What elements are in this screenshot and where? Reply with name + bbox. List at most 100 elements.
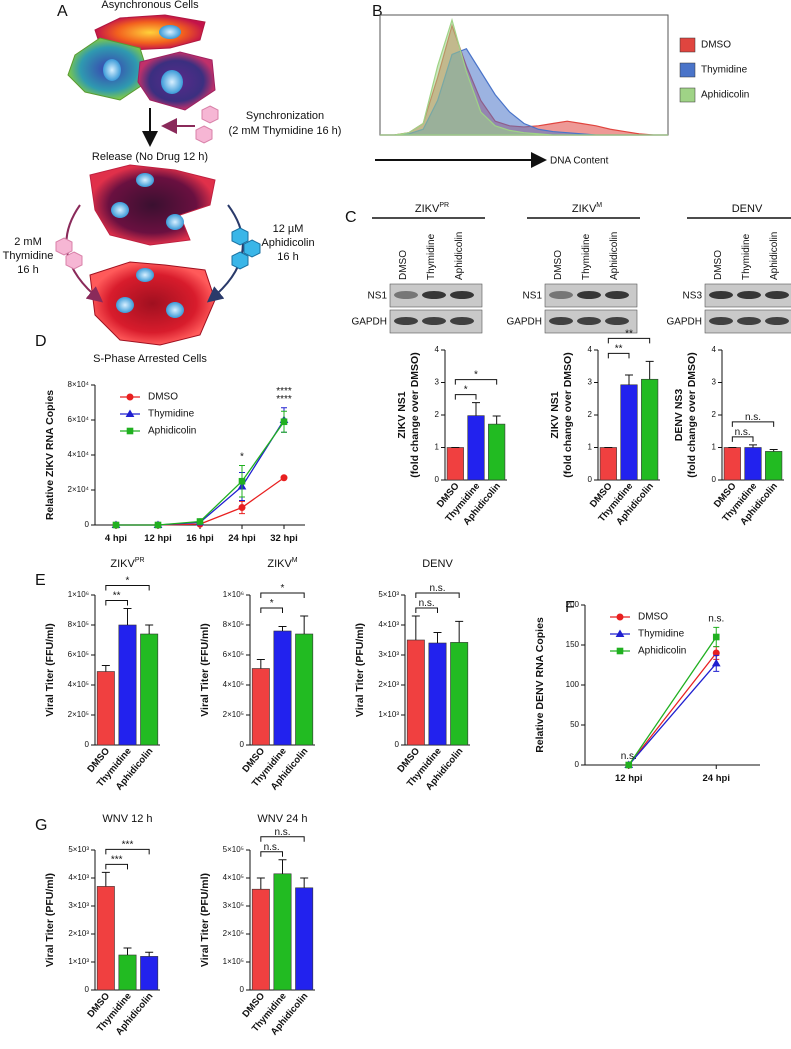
bar <box>723 447 741 481</box>
y-tick-label: 2 <box>435 410 440 419</box>
y-tick-label: 1 <box>588 443 593 452</box>
y-tick-label: 1×10⁵ <box>223 957 244 966</box>
panel-label: B <box>372 3 383 20</box>
error-bar <box>300 615 309 634</box>
hexagon <box>231 251 249 270</box>
significance-label: * <box>464 385 468 396</box>
y-tick-label: 4 <box>435 345 440 354</box>
marker <box>112 521 120 529</box>
x-tick-label: 16 hpi <box>186 533 213 544</box>
title-text: WNV 24 h <box>257 813 307 825</box>
series-line <box>116 421 285 526</box>
bar <box>446 447 464 481</box>
annotation: **** <box>276 394 292 405</box>
blot-band <box>422 317 446 325</box>
marker <box>711 658 721 667</box>
arrow <box>65 204 104 303</box>
marker <box>196 518 204 525</box>
histogram-area <box>380 17 668 136</box>
legend-label: DMSO <box>638 612 668 623</box>
significance-bracket <box>607 337 651 344</box>
legend-label: Thymidine <box>638 629 685 640</box>
error-bar <box>749 444 757 448</box>
nucleus <box>166 214 184 230</box>
y-tick-label: 100 <box>566 680 580 689</box>
title-superscript: PR <box>439 202 449 209</box>
hexagon <box>243 239 261 258</box>
legend-label: Aphidicolin <box>148 426 196 437</box>
title-text: ZIKV <box>415 203 440 215</box>
diagram-label: 16 h <box>277 251 298 263</box>
y-tick-label: 3×10³ <box>68 901 89 910</box>
y-tick-label: 0 <box>240 985 245 994</box>
significance-label: *** <box>122 839 134 850</box>
nucleus <box>136 268 154 282</box>
significance-bracket <box>415 607 438 613</box>
annotation: n.s. <box>708 613 724 624</box>
legend-marker <box>126 427 134 435</box>
y-tick-label: 4×10⁴ <box>68 450 90 459</box>
y-tick-label: 1×10⁶ <box>68 590 89 599</box>
nucleus <box>136 173 154 187</box>
y-axis-label: Viral Titer (PFU/ml) <box>199 873 211 967</box>
y-tick-label: 0 <box>588 475 593 484</box>
lane-label: DMSO <box>713 250 724 280</box>
blot-band <box>450 317 474 325</box>
error-bar <box>769 448 778 452</box>
panel-label: F <box>565 599 575 616</box>
series-line <box>628 636 717 766</box>
y-tick-label: 4×10³ <box>68 873 89 882</box>
error-bar <box>433 632 442 643</box>
legend-swatch <box>679 62 696 78</box>
y-tick-label: 3 <box>588 378 593 387</box>
x-axis-label: DNA Content <box>550 156 609 167</box>
nucleus <box>161 70 183 94</box>
legend-swatch <box>679 37 696 53</box>
y-axis-label: (fold change over DMSO) <box>562 352 574 477</box>
diagram-label: 2 mM <box>14 236 42 248</box>
lane-label: Aphidicolin <box>454 232 465 280</box>
x-tick-label: 24 hpi <box>228 533 255 544</box>
marker <box>238 504 246 511</box>
y-tick-label: 0 <box>240 740 245 749</box>
legend-label: Thymidine <box>701 65 748 76</box>
y-tick-label: 0 <box>85 740 90 749</box>
y-tick-label: 0 <box>85 985 90 994</box>
significance-label: n.s. <box>745 412 761 423</box>
y-axis-label: (fold change over DMSO) <box>686 352 698 477</box>
y-tick-label: 2×10⁵ <box>223 710 244 719</box>
bar <box>450 642 469 746</box>
y-tick-label: 2 <box>712 410 717 419</box>
y-tick-label: 2×10³ <box>378 680 399 689</box>
significance-label: * <box>270 598 274 609</box>
significance-label: ** <box>625 328 633 339</box>
diagram-label: Release (No Drug 12 h) <box>92 151 208 163</box>
lane-label: Thymidine <box>741 233 752 280</box>
blot-band <box>577 317 601 325</box>
significance-bracket <box>415 592 460 598</box>
error-bar <box>256 659 265 669</box>
nucleus <box>166 302 184 318</box>
error-bar <box>411 615 420 640</box>
blot-band <box>737 291 761 299</box>
panel-label: A <box>57 3 68 20</box>
bar <box>467 415 485 481</box>
bar <box>140 956 159 991</box>
lane-label: Aphidicolin <box>609 232 620 280</box>
bar <box>273 630 292 746</box>
title-text: DENV <box>732 203 763 215</box>
bar <box>140 633 159 746</box>
nucleus <box>111 202 129 218</box>
lane-label: Thymidine <box>581 233 592 280</box>
chart-title: ZIKVM <box>267 557 297 570</box>
y-tick-label: 4×10³ <box>378 620 399 629</box>
y-tick-label: 6×10⁴ <box>68 415 90 424</box>
y-tick-label: 5×10⁵ <box>223 845 244 854</box>
y-tick-label: 3×10³ <box>378 650 399 659</box>
y-axis-label: ZIKV NS1 <box>396 391 408 438</box>
y-tick-label: 200 <box>566 600 580 609</box>
hexagon <box>195 125 213 144</box>
title-text: DENV <box>422 558 453 570</box>
legend-label: DMSO <box>148 392 178 403</box>
hexagon <box>231 227 249 246</box>
